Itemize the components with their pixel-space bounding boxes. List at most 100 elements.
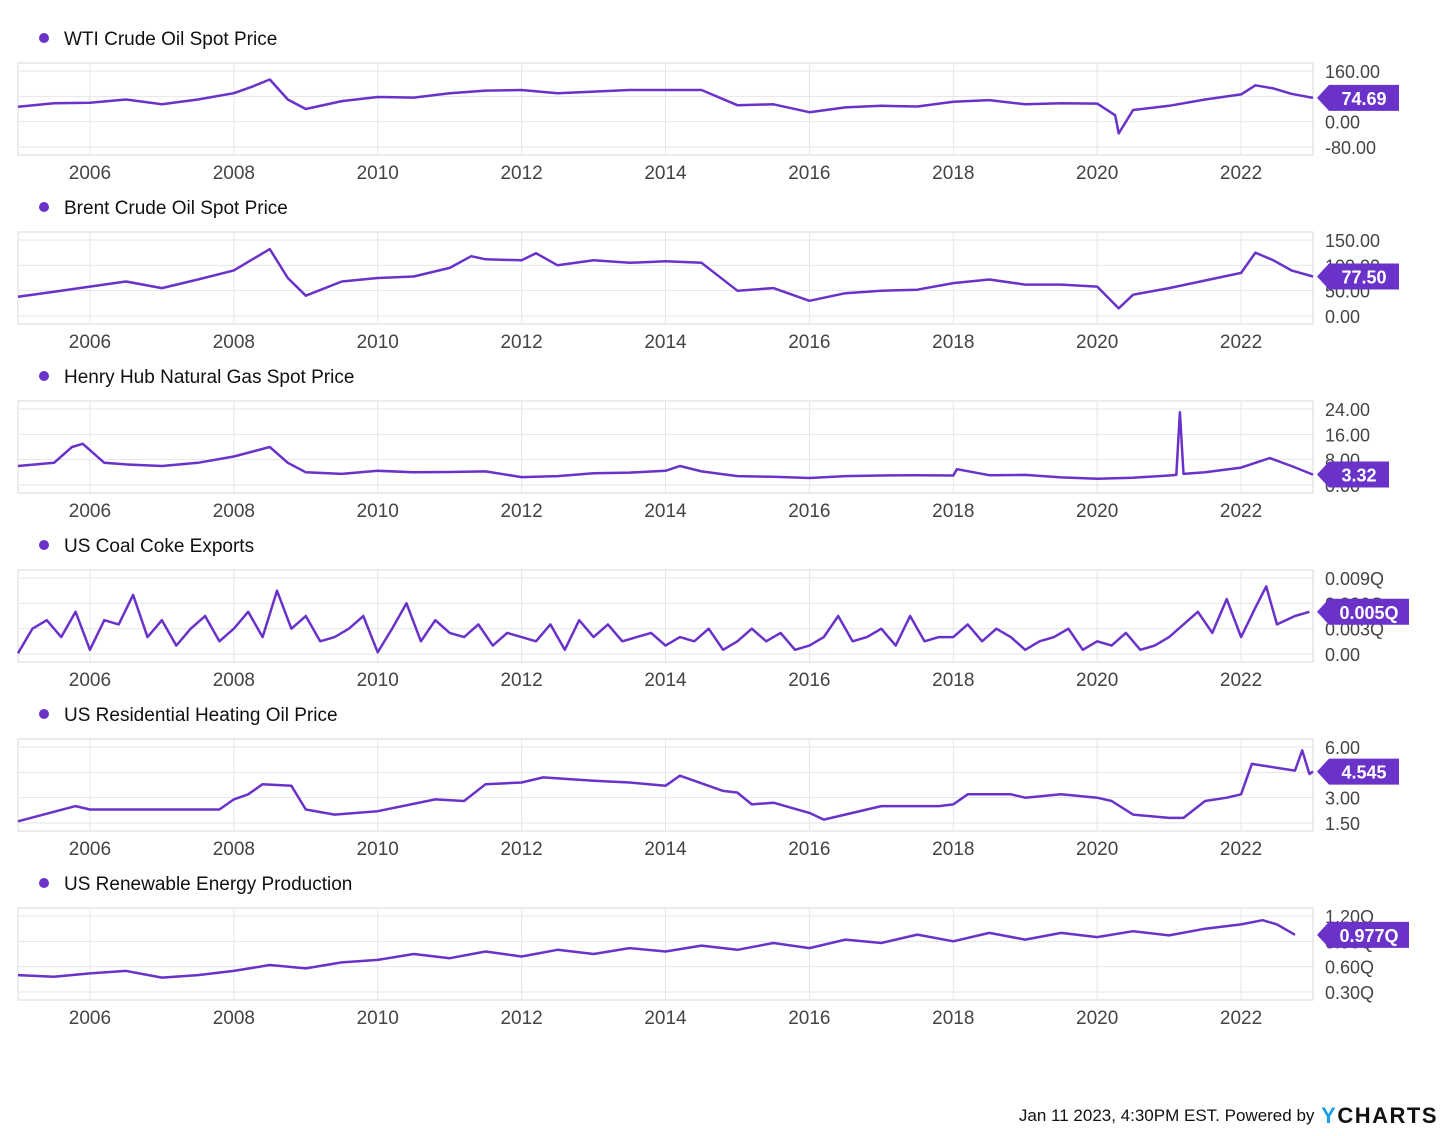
x-tick-label: 2014 bbox=[644, 332, 687, 353]
legend-label: US Coal Coke Exports bbox=[64, 536, 254, 557]
x-tick-label: 2014 bbox=[644, 163, 687, 184]
x-tick-label: 2006 bbox=[69, 839, 111, 860]
x-tick-label: 2022 bbox=[1220, 332, 1262, 353]
last-value-label: 3.32 bbox=[1341, 466, 1376, 486]
x-tick-label: 2014 bbox=[644, 501, 687, 522]
y-tick-label: 0.30Q bbox=[1325, 983, 1374, 1003]
last-value-badge bbox=[1317, 461, 1389, 488]
legend-dot bbox=[39, 540, 49, 550]
x-tick-label: 2006 bbox=[69, 670, 111, 691]
x-tick-label: 2020 bbox=[1076, 501, 1118, 522]
x-tick-label: 2018 bbox=[932, 163, 974, 184]
y-tick-label: 0.60Q bbox=[1325, 958, 1374, 978]
x-tick-label: 2012 bbox=[500, 1008, 542, 1029]
last-value-badge bbox=[1317, 263, 1399, 290]
y-tick-label: 0.009Q bbox=[1325, 569, 1384, 589]
legend-dot bbox=[39, 371, 49, 381]
x-tick-label: 2018 bbox=[932, 839, 974, 860]
legend-label: US Renewable Energy Production bbox=[64, 874, 352, 895]
y-tick-label: -80.00 bbox=[1325, 138, 1376, 158]
x-tick-label: 2022 bbox=[1220, 501, 1262, 522]
series-line bbox=[17, 247, 1314, 310]
x-tick-label: 2018 bbox=[932, 501, 974, 522]
x-tick-label: 2018 bbox=[932, 670, 974, 691]
last-value-label: 0.005Q bbox=[1339, 603, 1398, 623]
legend-dot bbox=[39, 202, 49, 212]
series-line bbox=[17, 749, 1314, 823]
chart-panel: Brent Crude Oil Spot Price150.00100.0050… bbox=[17, 198, 1399, 353]
x-tick-label: 2006 bbox=[69, 332, 111, 353]
y-tick-label: 0.00 bbox=[1325, 113, 1360, 133]
x-tick-label: 2008 bbox=[213, 501, 255, 522]
legend-label: Henry Hub Natural Gas Spot Price bbox=[64, 367, 354, 388]
x-tick-label: 2014 bbox=[644, 670, 687, 691]
x-tick-label: 2014 bbox=[644, 1008, 687, 1029]
y-tick-label: 1.50 bbox=[1325, 814, 1360, 834]
last-value-badge bbox=[1317, 758, 1399, 785]
legend-label: US Residential Heating Oil Price bbox=[64, 705, 338, 726]
x-tick-label: 2010 bbox=[357, 163, 399, 184]
x-tick-label: 2020 bbox=[1076, 670, 1118, 691]
y-tick-label: 16.00 bbox=[1325, 425, 1370, 445]
last-value-label: 4.545 bbox=[1341, 763, 1386, 783]
ycharts-logo-text: CHARTS bbox=[1337, 1103, 1438, 1128]
legend-dot bbox=[39, 878, 49, 888]
x-tick-label: 2016 bbox=[788, 670, 830, 691]
chart-panel: US Renewable Energy Production1.20Q0.90Q… bbox=[17, 874, 1409, 1029]
legend-label: Brent Crude Oil Spot Price bbox=[64, 198, 288, 219]
footer: Jan 11 2023, 4:30PM EST. Powered by YCHA… bbox=[1019, 1102, 1438, 1130]
chart-panel: US Coal Coke Exports0.009Q0.006Q0.003Q0.… bbox=[16, 536, 1409, 691]
x-tick-label: 2010 bbox=[357, 670, 399, 691]
footer-powered-by: Powered by bbox=[1224, 1106, 1315, 1125]
y-tick-label: 24.00 bbox=[1325, 400, 1370, 420]
y-tick-label: 0.00 bbox=[1325, 307, 1360, 327]
series-line bbox=[17, 410, 1314, 480]
x-tick-label: 2020 bbox=[1076, 163, 1118, 184]
chart-panel: WTI Crude Oil Spot Price160.0080.000.00-… bbox=[17, 29, 1399, 184]
x-tick-label: 2010 bbox=[357, 839, 399, 860]
last-value-badge bbox=[1317, 84, 1399, 111]
y-tick-label: 6.00 bbox=[1325, 738, 1360, 758]
last-value-label: 77.50 bbox=[1341, 267, 1386, 287]
y-tick-label: 3.00 bbox=[1325, 789, 1360, 809]
x-tick-label: 2008 bbox=[213, 332, 255, 353]
x-tick-label: 2006 bbox=[69, 163, 111, 184]
legend-label: WTI Crude Oil Spot Price bbox=[64, 29, 277, 50]
x-tick-label: 2008 bbox=[213, 670, 255, 691]
x-tick-label: 2016 bbox=[788, 501, 830, 522]
x-tick-label: 2018 bbox=[932, 332, 974, 353]
x-tick-label: 2018 bbox=[932, 1008, 974, 1029]
y-tick-label: 150.00 bbox=[1325, 231, 1380, 251]
x-tick-label: 2016 bbox=[788, 332, 830, 353]
x-tick-label: 2010 bbox=[357, 1008, 399, 1029]
x-tick-label: 2012 bbox=[500, 163, 542, 184]
x-tick-label: 2020 bbox=[1076, 1008, 1118, 1029]
x-tick-label: 2012 bbox=[500, 839, 542, 860]
x-tick-label: 2016 bbox=[788, 839, 830, 860]
x-tick-label: 2016 bbox=[788, 1008, 830, 1029]
last-value-badge bbox=[1317, 921, 1409, 948]
x-tick-label: 2012 bbox=[500, 501, 542, 522]
series-line bbox=[17, 918, 1296, 979]
x-tick-label: 2016 bbox=[788, 163, 830, 184]
last-value-badge bbox=[1317, 598, 1409, 625]
x-tick-label: 2006 bbox=[69, 1008, 111, 1029]
x-tick-label: 2010 bbox=[357, 332, 399, 353]
legend-dot bbox=[39, 33, 49, 43]
x-tick-label: 2020 bbox=[1076, 839, 1118, 860]
x-tick-label: 2022 bbox=[1220, 839, 1262, 860]
x-tick-label: 2010 bbox=[357, 501, 399, 522]
x-tick-label: 2022 bbox=[1220, 670, 1262, 691]
ycharts-logo[interactable]: YCHARTS bbox=[1321, 1103, 1438, 1129]
x-tick-label: 2012 bbox=[500, 670, 542, 691]
chart-panel: US Residential Heating Oil Price6.004.50… bbox=[17, 705, 1399, 860]
legend-dot bbox=[39, 709, 49, 719]
series-line bbox=[16, 585, 1310, 654]
ycharts-logo-y: Y bbox=[1321, 1103, 1338, 1128]
x-tick-label: 2008 bbox=[213, 839, 255, 860]
x-tick-label: 2008 bbox=[213, 163, 255, 184]
chart-panel: Henry Hub Natural Gas Spot Price 24.00 16.… bbox=[17, 367, 1389, 522]
x-tick-label: 2012 bbox=[500, 332, 542, 353]
y-tick-label: 160.00 bbox=[1325, 62, 1380, 82]
